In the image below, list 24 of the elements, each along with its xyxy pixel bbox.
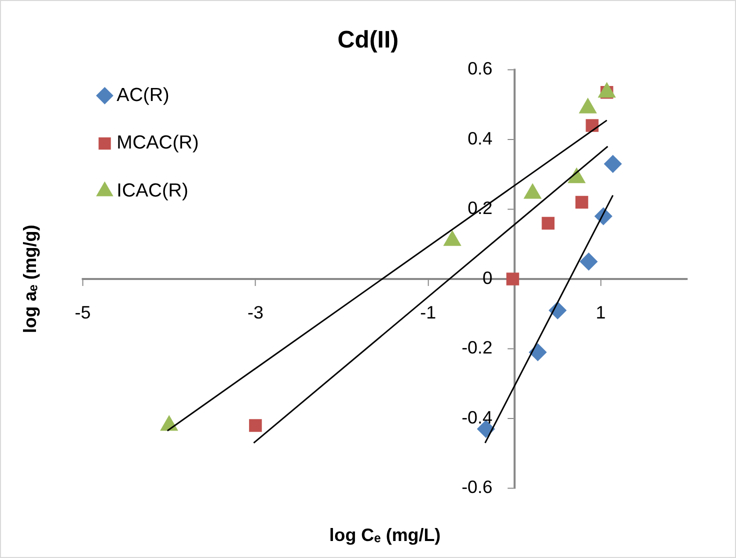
legend-label: ICAC(R) [116, 180, 188, 202]
y-tick-label: 0 [482, 268, 493, 288]
y-tick-label: 0.6 [468, 58, 493, 79]
legend-label: AC(R) [116, 84, 170, 106]
y-tick-label: 0.4 [468, 128, 493, 148]
x-axis-title: log Cₑ (mg/L) [329, 525, 441, 546]
point [575, 196, 588, 209]
y-tick-label: -0.4 [462, 407, 493, 428]
x-tick-label: -1 [420, 302, 436, 323]
chart-title: Cd(II) [337, 26, 399, 54]
y-tick-label: -0.6 [462, 477, 493, 498]
x-tick-label: 1 [596, 302, 606, 323]
y-tick-label: -0.2 [462, 338, 493, 358]
x-tick-label: -3 [247, 302, 264, 323]
point [580, 252, 598, 270]
y-axis-title: log aₑ (mg/g) [20, 224, 40, 334]
point [249, 419, 262, 432]
point [506, 272, 520, 286]
point [529, 344, 546, 361]
legend-label: MCAC(R) [116, 132, 199, 154]
x-tick-label: -5 [74, 302, 91, 323]
point [604, 155, 622, 173]
point [586, 119, 599, 132]
point [542, 216, 555, 230]
